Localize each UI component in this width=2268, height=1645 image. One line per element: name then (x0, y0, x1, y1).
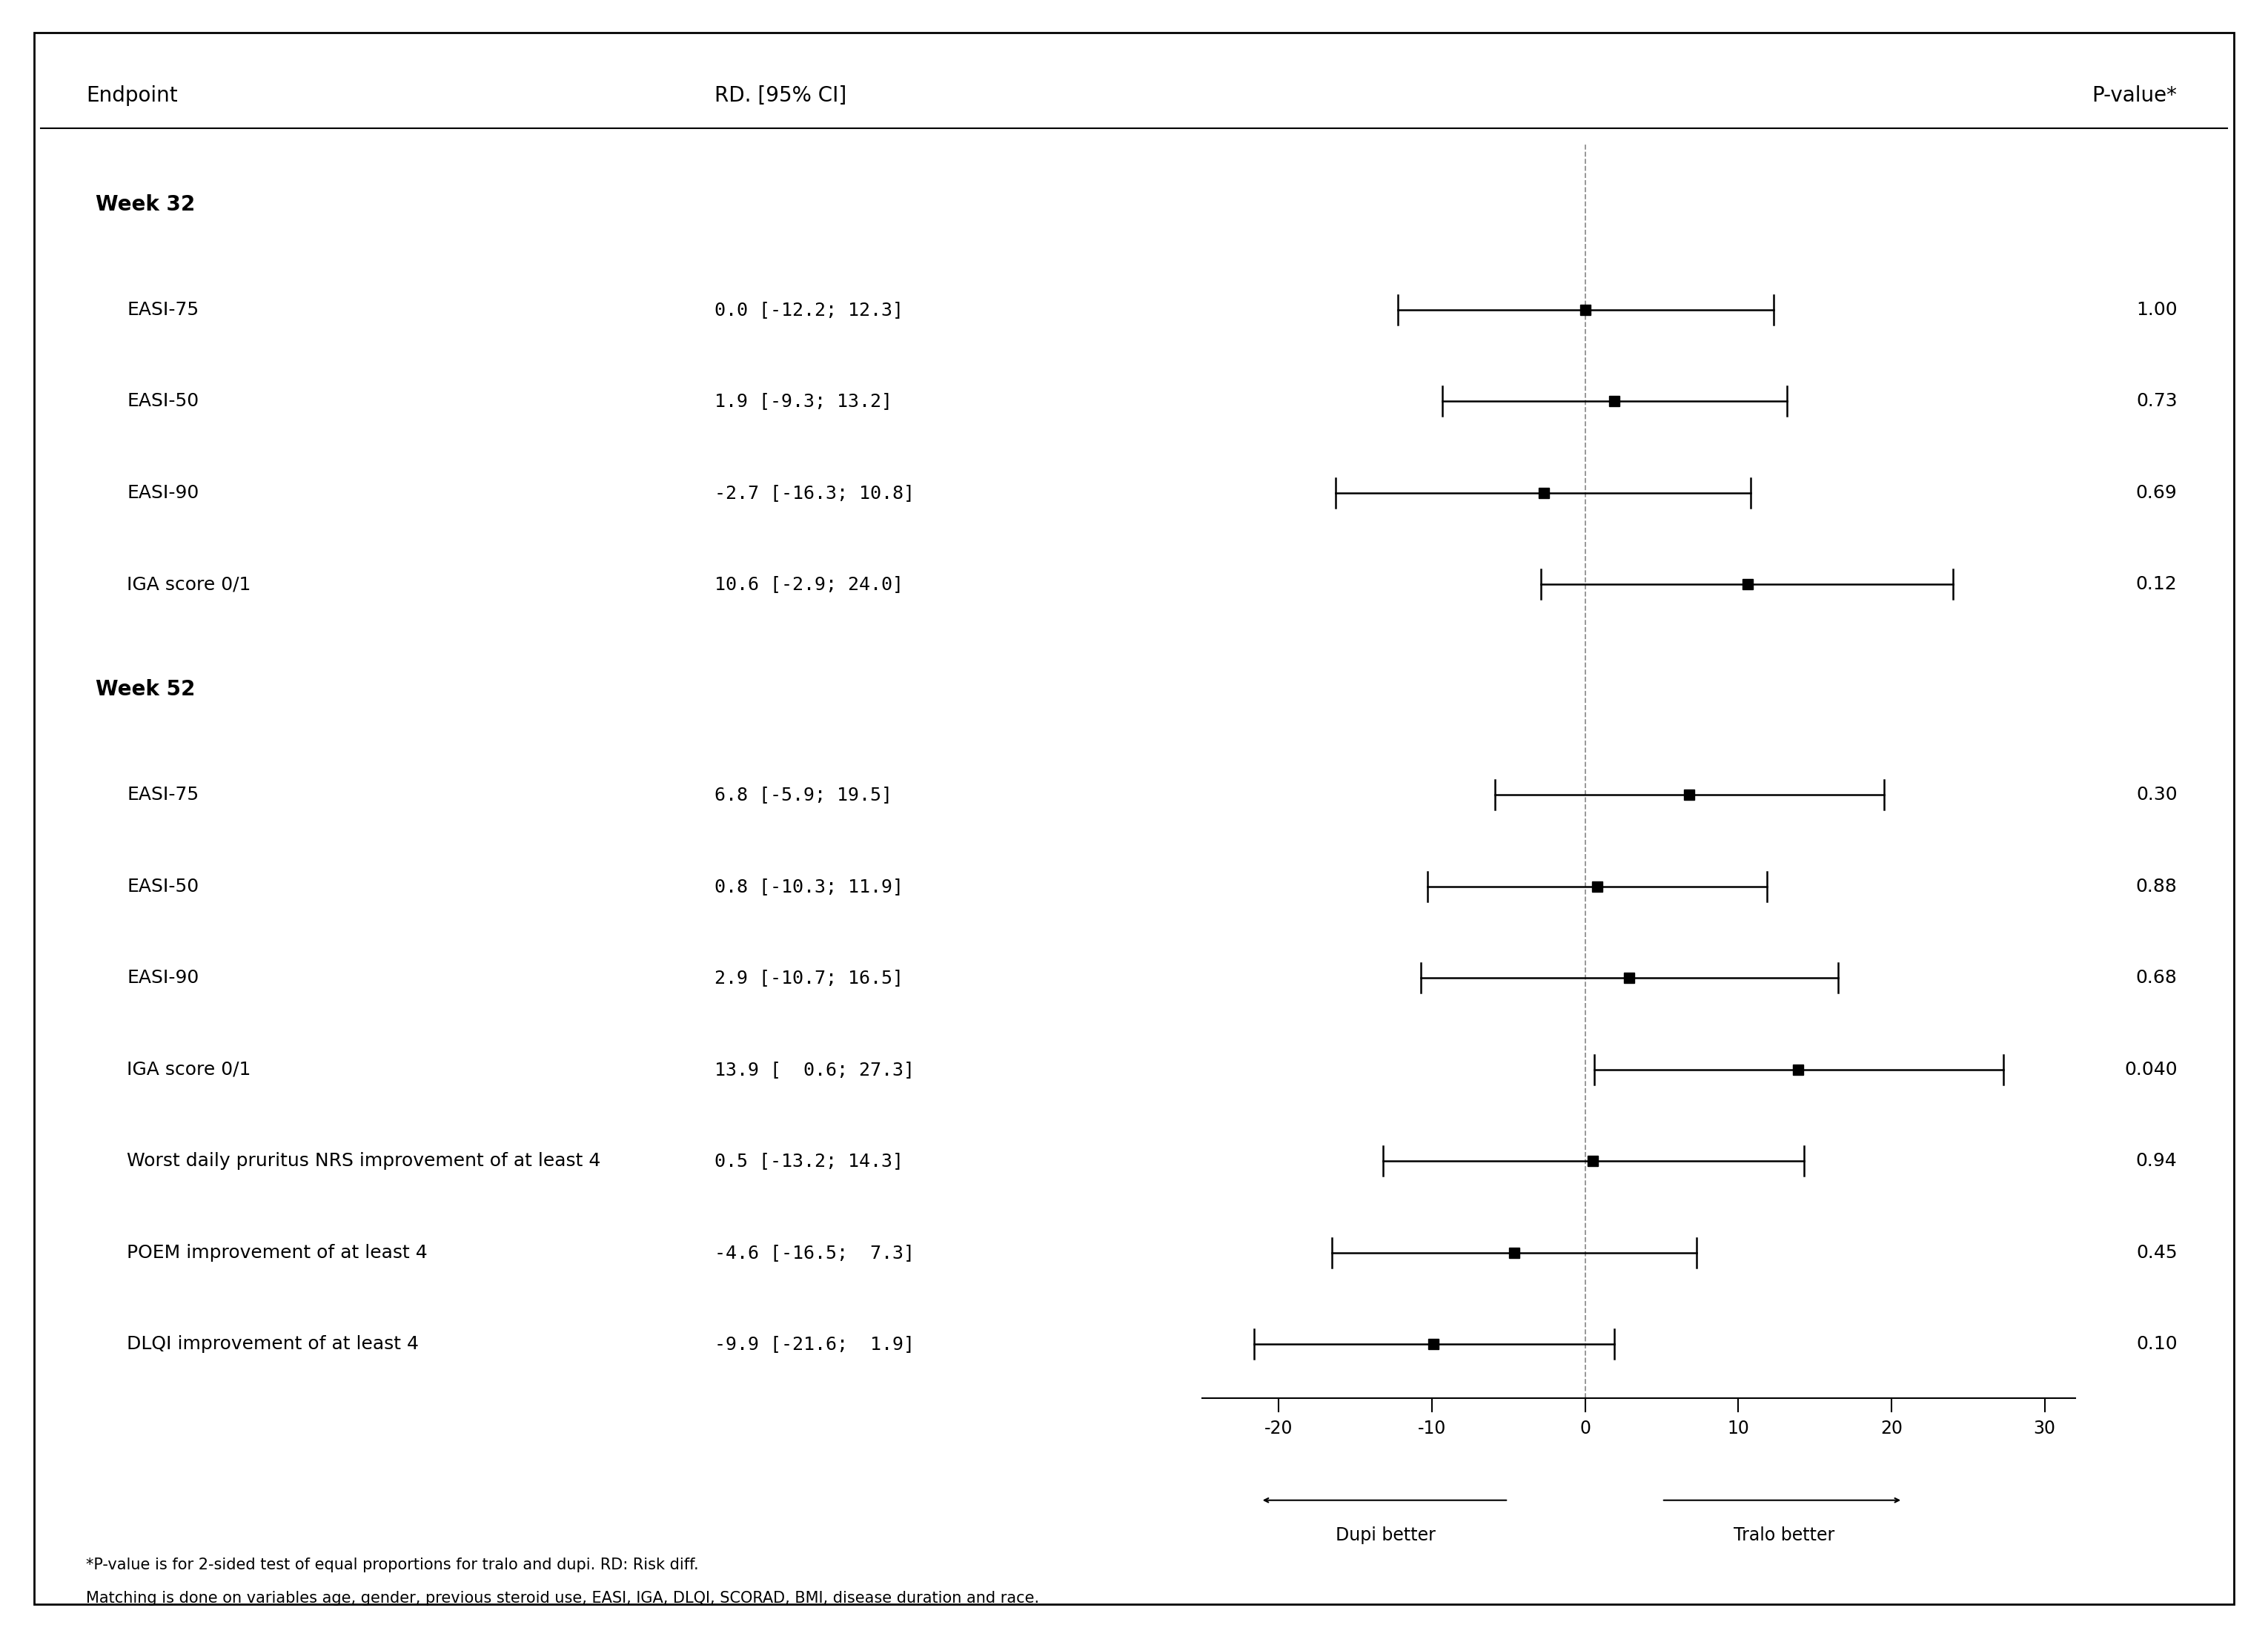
Text: Worst daily pruritus NRS improvement of at least 4: Worst daily pruritus NRS improvement of … (127, 1152, 601, 1170)
Text: Matching is done on variables age, gender, previous steroid use, EASI, IGA, DLQI: Matching is done on variables age, gende… (86, 1591, 1039, 1606)
Text: 0.69: 0.69 (2136, 484, 2177, 502)
Text: 0.68: 0.68 (2136, 969, 2177, 987)
Text: 10.6 [-2.9; 24.0]: 10.6 [-2.9; 24.0] (714, 576, 903, 594)
Text: P-value*: P-value* (2091, 86, 2177, 105)
Text: 0.040: 0.040 (2125, 1061, 2177, 1079)
Text: 2.9 [-10.7; 16.5]: 2.9 [-10.7; 16.5] (714, 969, 903, 987)
Text: 0.8 [-10.3; 11.9]: 0.8 [-10.3; 11.9] (714, 877, 903, 895)
Text: 0.45: 0.45 (2136, 1244, 2177, 1262)
Text: -20: -20 (1263, 1420, 1293, 1438)
Text: 30: 30 (2034, 1420, 2055, 1438)
Text: 10: 10 (1728, 1420, 1749, 1438)
Text: IGA score 0/1: IGA score 0/1 (127, 576, 252, 594)
Text: Endpoint: Endpoint (86, 86, 177, 105)
Text: -4.6 [-16.5;  7.3]: -4.6 [-16.5; 7.3] (714, 1244, 914, 1262)
Text: 0.10: 0.10 (2136, 1336, 2177, 1354)
Text: Week 32: Week 32 (95, 194, 195, 214)
Text: POEM improvement of at least 4: POEM improvement of at least 4 (127, 1244, 429, 1262)
Text: RD. [95% CI]: RD. [95% CI] (714, 86, 846, 105)
Text: 20: 20 (1880, 1420, 1903, 1438)
Text: 0.73: 0.73 (2136, 392, 2177, 410)
Text: Tralo better: Tralo better (1733, 1527, 1835, 1545)
Text: EASI-50: EASI-50 (127, 392, 200, 410)
Text: EASI-90: EASI-90 (127, 969, 200, 987)
Text: 0.88: 0.88 (2136, 877, 2177, 895)
Text: -9.9 [-21.6;  1.9]: -9.9 [-21.6; 1.9] (714, 1336, 914, 1354)
Text: 0: 0 (1579, 1420, 1590, 1438)
Text: 1.9 [-9.3; 13.2]: 1.9 [-9.3; 13.2] (714, 392, 891, 410)
Text: IGA score 0/1: IGA score 0/1 (127, 1061, 252, 1079)
Text: EASI-50: EASI-50 (127, 877, 200, 895)
Text: *P-value is for 2-sided test of equal proportions for tralo and dupi. RD: Risk d: *P-value is for 2-sided test of equal pr… (86, 1558, 699, 1573)
Text: -10: -10 (1418, 1420, 1447, 1438)
Text: EASI-75: EASI-75 (127, 786, 200, 804)
Text: EASI-75: EASI-75 (127, 301, 200, 319)
Text: Week 52: Week 52 (95, 679, 195, 699)
Text: EASI-90: EASI-90 (127, 484, 200, 502)
Text: 6.8 [-5.9; 19.5]: 6.8 [-5.9; 19.5] (714, 786, 891, 804)
Text: 0.12: 0.12 (2136, 576, 2177, 594)
Text: 1.00: 1.00 (2136, 301, 2177, 319)
Text: 0.30: 0.30 (2136, 786, 2177, 804)
Text: DLQI improvement of at least 4: DLQI improvement of at least 4 (127, 1336, 420, 1354)
Text: 0.0 [-12.2; 12.3]: 0.0 [-12.2; 12.3] (714, 301, 903, 319)
Text: -2.7 [-16.3; 10.8]: -2.7 [-16.3; 10.8] (714, 484, 914, 502)
Text: 0.5 [-13.2; 14.3]: 0.5 [-13.2; 14.3] (714, 1152, 903, 1170)
Text: 0.94: 0.94 (2136, 1152, 2177, 1170)
Text: Dupi better: Dupi better (1336, 1527, 1436, 1545)
Text: 13.9 [  0.6; 27.3]: 13.9 [ 0.6; 27.3] (714, 1061, 914, 1079)
